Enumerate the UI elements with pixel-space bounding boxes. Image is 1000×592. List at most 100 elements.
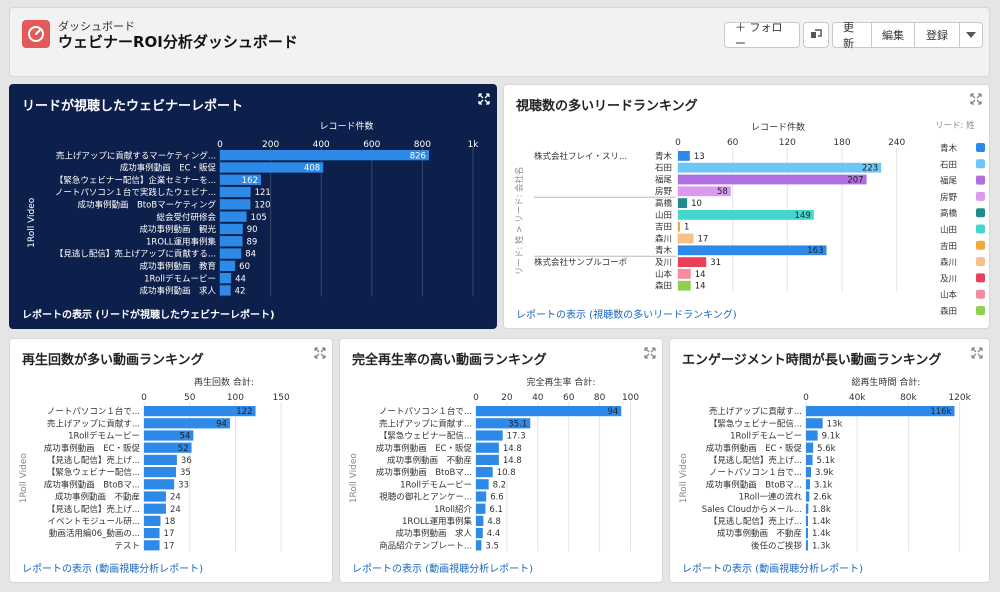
- category-label: 成功事例動画 BtoBマ...: [376, 467, 472, 478]
- tick-label: 80k: [900, 393, 917, 403]
- bar: [678, 162, 882, 173]
- value-label: 35: [180, 468, 191, 478]
- value-label: 6.6: [490, 493, 504, 503]
- value-label: 94: [216, 419, 227, 429]
- value-label: 13k: [827, 419, 843, 429]
- report-link[interactable]: レポートの表示 (リードが視聴したウェビナーレポート): [22, 310, 275, 321]
- bar: [476, 430, 503, 441]
- bar: [678, 280, 691, 291]
- bar: [806, 430, 818, 441]
- tick-label: 0: [217, 140, 223, 150]
- axis-title: 完全再生率 合計:: [527, 376, 596, 388]
- value-label: 408: [304, 164, 320, 174]
- bar: [806, 540, 808, 551]
- tick-label: 400: [313, 140, 330, 150]
- category-label: 高橋: [655, 198, 673, 209]
- report-link[interactable]: レポートの表示 (動画視聴分析レポート): [352, 564, 533, 575]
- report-link[interactable]: レポートの表示 (視聴数の多いリードランキング): [516, 310, 737, 321]
- legend-swatch: [976, 224, 985, 234]
- legend-label: 山本: [940, 290, 958, 301]
- bar: [806, 418, 823, 429]
- expand-icon[interactable]: [970, 93, 982, 105]
- legend-title: リード: 姓: [935, 120, 975, 131]
- follow-button-label: ＋ フォロー: [735, 21, 783, 50]
- edit-button[interactable]: 編集: [871, 22, 915, 48]
- expand-icon[interactable]: [971, 347, 983, 359]
- category-label: 森田: [655, 281, 672, 292]
- tick-label: 120: [779, 138, 796, 148]
- category-label: 成功事例動画 EC・販促: [706, 443, 803, 454]
- bar: [144, 515, 161, 526]
- follow-button[interactable]: ＋ フォロー: [724, 21, 800, 50]
- value-label: 42: [235, 287, 246, 297]
- bar: [806, 406, 955, 417]
- bar: [220, 260, 236, 271]
- expand-icon[interactable]: [644, 347, 656, 359]
- legend-swatch: [976, 306, 985, 315]
- tick-label: 0: [803, 393, 809, 403]
- category-label: Sales Cloudからメール...: [702, 505, 802, 515]
- legend-label: 山田: [940, 225, 957, 236]
- expand-icon[interactable]: [314, 347, 326, 359]
- value-label: 5.6k: [817, 444, 836, 454]
- value-label: 6.1: [489, 505, 503, 515]
- tick-label: 60: [727, 138, 739, 148]
- report-link[interactable]: レポートの表示 (動画視聴分析レポート): [22, 564, 203, 575]
- category-label: 成功事例動画 BtoBマーケティング: [77, 200, 216, 211]
- subscribe-button[interactable]: 登録: [914, 22, 960, 48]
- category-label: 吉田: [655, 223, 672, 233]
- expand-icon[interactable]: [478, 93, 490, 105]
- value-label: 60: [239, 262, 250, 272]
- panel-title: 完全再生率の高い動画ランキング: [352, 353, 547, 368]
- bar: [678, 198, 688, 208]
- legend-label: 及川: [940, 274, 957, 284]
- value-label: 17: [164, 541, 175, 551]
- value-label: 4.8: [487, 517, 501, 527]
- report-link[interactable]: レポートの表示 (動画視聴分析レポート): [682, 564, 863, 575]
- value-label: 17: [697, 234, 708, 244]
- bar: [678, 174, 867, 185]
- bar: [806, 454, 813, 465]
- value-label: 9.1k: [822, 432, 841, 442]
- engagement-chart: 総再生時間 合計: 0 40k 80k 120k 1Roll Video 売上げアップに貢献…: [679, 376, 972, 551]
- category-label: 視聴の御礼とアンケー...: [379, 492, 472, 503]
- legend-swatch: [976, 191, 985, 201]
- axis-title: 再生回数 合計:: [194, 376, 254, 388]
- category-label: 【見逃し配信】売上げ...: [47, 455, 140, 466]
- value-label: 120: [254, 201, 270, 211]
- bar: [220, 236, 243, 247]
- company-label: 株式会社サンプルコーポ: [534, 257, 627, 268]
- category-label: 成功事例動画 求人: [139, 286, 216, 297]
- tick-label: 600: [363, 140, 380, 150]
- legend-swatch: [976, 159, 985, 169]
- value-label: 89: [247, 237, 258, 247]
- value-label: 33: [178, 480, 189, 490]
- value-label: 121: [255, 188, 271, 198]
- bar: [476, 479, 489, 490]
- category-label: 成功事例動画 不動産: [55, 492, 140, 503]
- category-label: 【見逃し配信】売上げ...: [709, 516, 802, 527]
- tick-label: 80: [594, 393, 606, 403]
- share-button[interactable]: [803, 22, 829, 48]
- category-label: 【緊急ウェビナー配信...: [379, 431, 472, 442]
- value-label: 31: [710, 258, 721, 268]
- tick-label: 40k: [849, 393, 866, 403]
- category-label: 1Rollデモムービー: [144, 273, 216, 284]
- more-actions-button[interactable]: [959, 22, 983, 48]
- refresh-button[interactable]: 更新: [832, 21, 872, 50]
- legend-swatch: [976, 240, 985, 250]
- tick-label: 100: [622, 393, 639, 403]
- value-label: 24: [170, 493, 181, 503]
- category-label: ノートパソコン１台で実践したウェビナ...: [55, 187, 216, 198]
- panel-webinar-report: リードが視聴したウェビナーレポート レコード件数 0 200 400 600 800 1k 1…: [9, 84, 497, 329]
- value-label: 14: [695, 282, 706, 292]
- category-label: イベントモジュール研...: [47, 517, 140, 527]
- category-label: 成功事例動画 不動産: [717, 528, 802, 539]
- value-label: 14.8: [503, 456, 522, 466]
- value-label: 17: [164, 529, 175, 539]
- bar: [220, 199, 251, 210]
- category-label: 1Rollデモムービー: [400, 479, 472, 490]
- bar: [476, 454, 499, 465]
- value-label: 54: [180, 432, 191, 442]
- category-label: 青木: [655, 245, 673, 256]
